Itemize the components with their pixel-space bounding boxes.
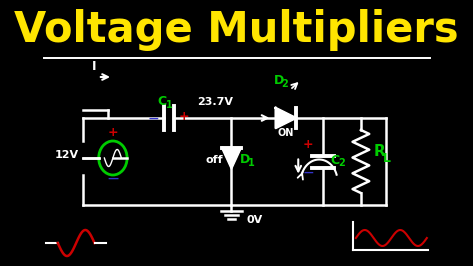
Text: —: — <box>107 174 118 184</box>
Text: 1: 1 <box>166 100 172 110</box>
Text: C: C <box>331 153 340 167</box>
Text: +: + <box>107 126 118 139</box>
Text: 1: 1 <box>248 158 255 168</box>
Text: 0V: 0V <box>247 215 263 225</box>
Text: +: + <box>303 138 314 151</box>
Text: +: + <box>178 110 189 123</box>
Text: D: D <box>240 153 250 166</box>
Text: D: D <box>274 74 284 87</box>
Text: 12V: 12V <box>55 150 79 160</box>
Text: ON: ON <box>278 128 294 138</box>
Text: 23.7V: 23.7V <box>197 97 233 107</box>
Text: R: R <box>373 144 385 160</box>
Text: off: off <box>206 155 224 165</box>
Polygon shape <box>222 148 241 168</box>
Text: Voltage Multipliers: Voltage Multipliers <box>14 9 459 51</box>
Polygon shape <box>276 108 296 128</box>
Text: L: L <box>383 152 391 164</box>
Text: —: — <box>149 114 158 124</box>
Text: 2: 2 <box>338 159 345 168</box>
Text: —: — <box>303 168 313 177</box>
Text: 2: 2 <box>281 79 288 89</box>
Text: I: I <box>91 60 96 73</box>
Text: C: C <box>158 95 166 108</box>
